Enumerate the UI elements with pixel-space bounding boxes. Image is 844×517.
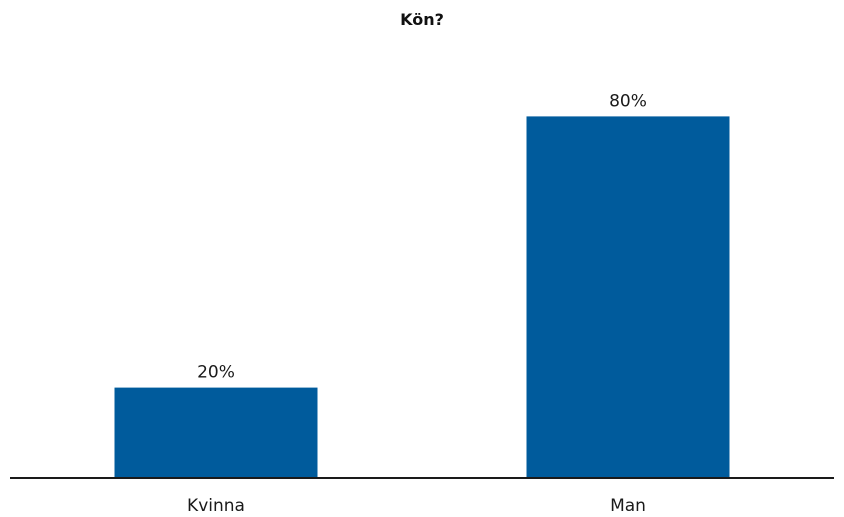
- data-label-group: 20% 80%: [197, 91, 647, 382]
- bar-man: [526, 116, 730, 479]
- x-tick-label-group: Kvinna Man: [187, 496, 646, 516]
- bar-kvinna: [114, 387, 318, 478]
- data-label-man: 80%: [609, 91, 647, 111]
- chart-title: Kön?: [400, 10, 444, 29]
- bar-group: [114, 116, 730, 479]
- data-label-kvinna: 20%: [197, 363, 235, 383]
- x-tick-label-kvinna: Kvinna: [187, 496, 245, 516]
- x-tick-label-man: Man: [610, 496, 646, 516]
